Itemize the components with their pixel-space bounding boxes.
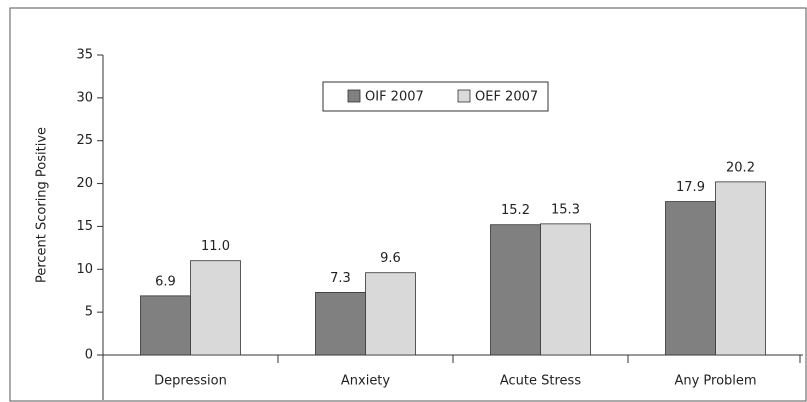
y-tick-label: 0 xyxy=(85,348,93,363)
bar xyxy=(490,224,541,356)
bar xyxy=(365,272,416,356)
legend-box xyxy=(322,81,549,112)
x-tick-label: Anxiety xyxy=(341,374,391,389)
value-label: 17.9 xyxy=(676,180,705,195)
y-tick-label: 5 xyxy=(85,305,93,320)
bar xyxy=(190,260,241,356)
legend-swatch xyxy=(457,89,471,103)
value-label: 6.9 xyxy=(155,274,176,289)
value-label: 15.2 xyxy=(501,203,530,218)
value-label: 20.2 xyxy=(726,160,755,175)
x-tick-label: Any Problem xyxy=(674,374,756,389)
legend-label: OIF 2007 xyxy=(365,90,424,105)
legend-swatch xyxy=(347,89,361,103)
bar xyxy=(315,292,366,356)
value-label: 9.6 xyxy=(380,251,401,266)
bar xyxy=(665,201,716,356)
y-tick-label: 30 xyxy=(76,90,93,105)
value-label: 11.0 xyxy=(201,239,230,254)
y-tick-label: 25 xyxy=(76,133,93,148)
bar xyxy=(715,181,766,356)
bar xyxy=(540,223,591,356)
y-axis-label: Percent Scoring Positive xyxy=(35,127,50,283)
legend-label: OEF 2007 xyxy=(475,90,538,105)
value-label: 7.3 xyxy=(330,271,351,286)
value-label: 15.3 xyxy=(551,202,580,217)
x-tick-label: Depression xyxy=(154,374,227,389)
y-tick-label: 20 xyxy=(76,176,93,191)
y-tick-label: 10 xyxy=(76,262,93,277)
bar xyxy=(140,295,191,356)
y-tick-label: 35 xyxy=(76,48,93,63)
frame xyxy=(9,7,807,402)
y-tick-label: 15 xyxy=(76,219,93,234)
x-tick-label: Acute Stress xyxy=(500,374,581,389)
